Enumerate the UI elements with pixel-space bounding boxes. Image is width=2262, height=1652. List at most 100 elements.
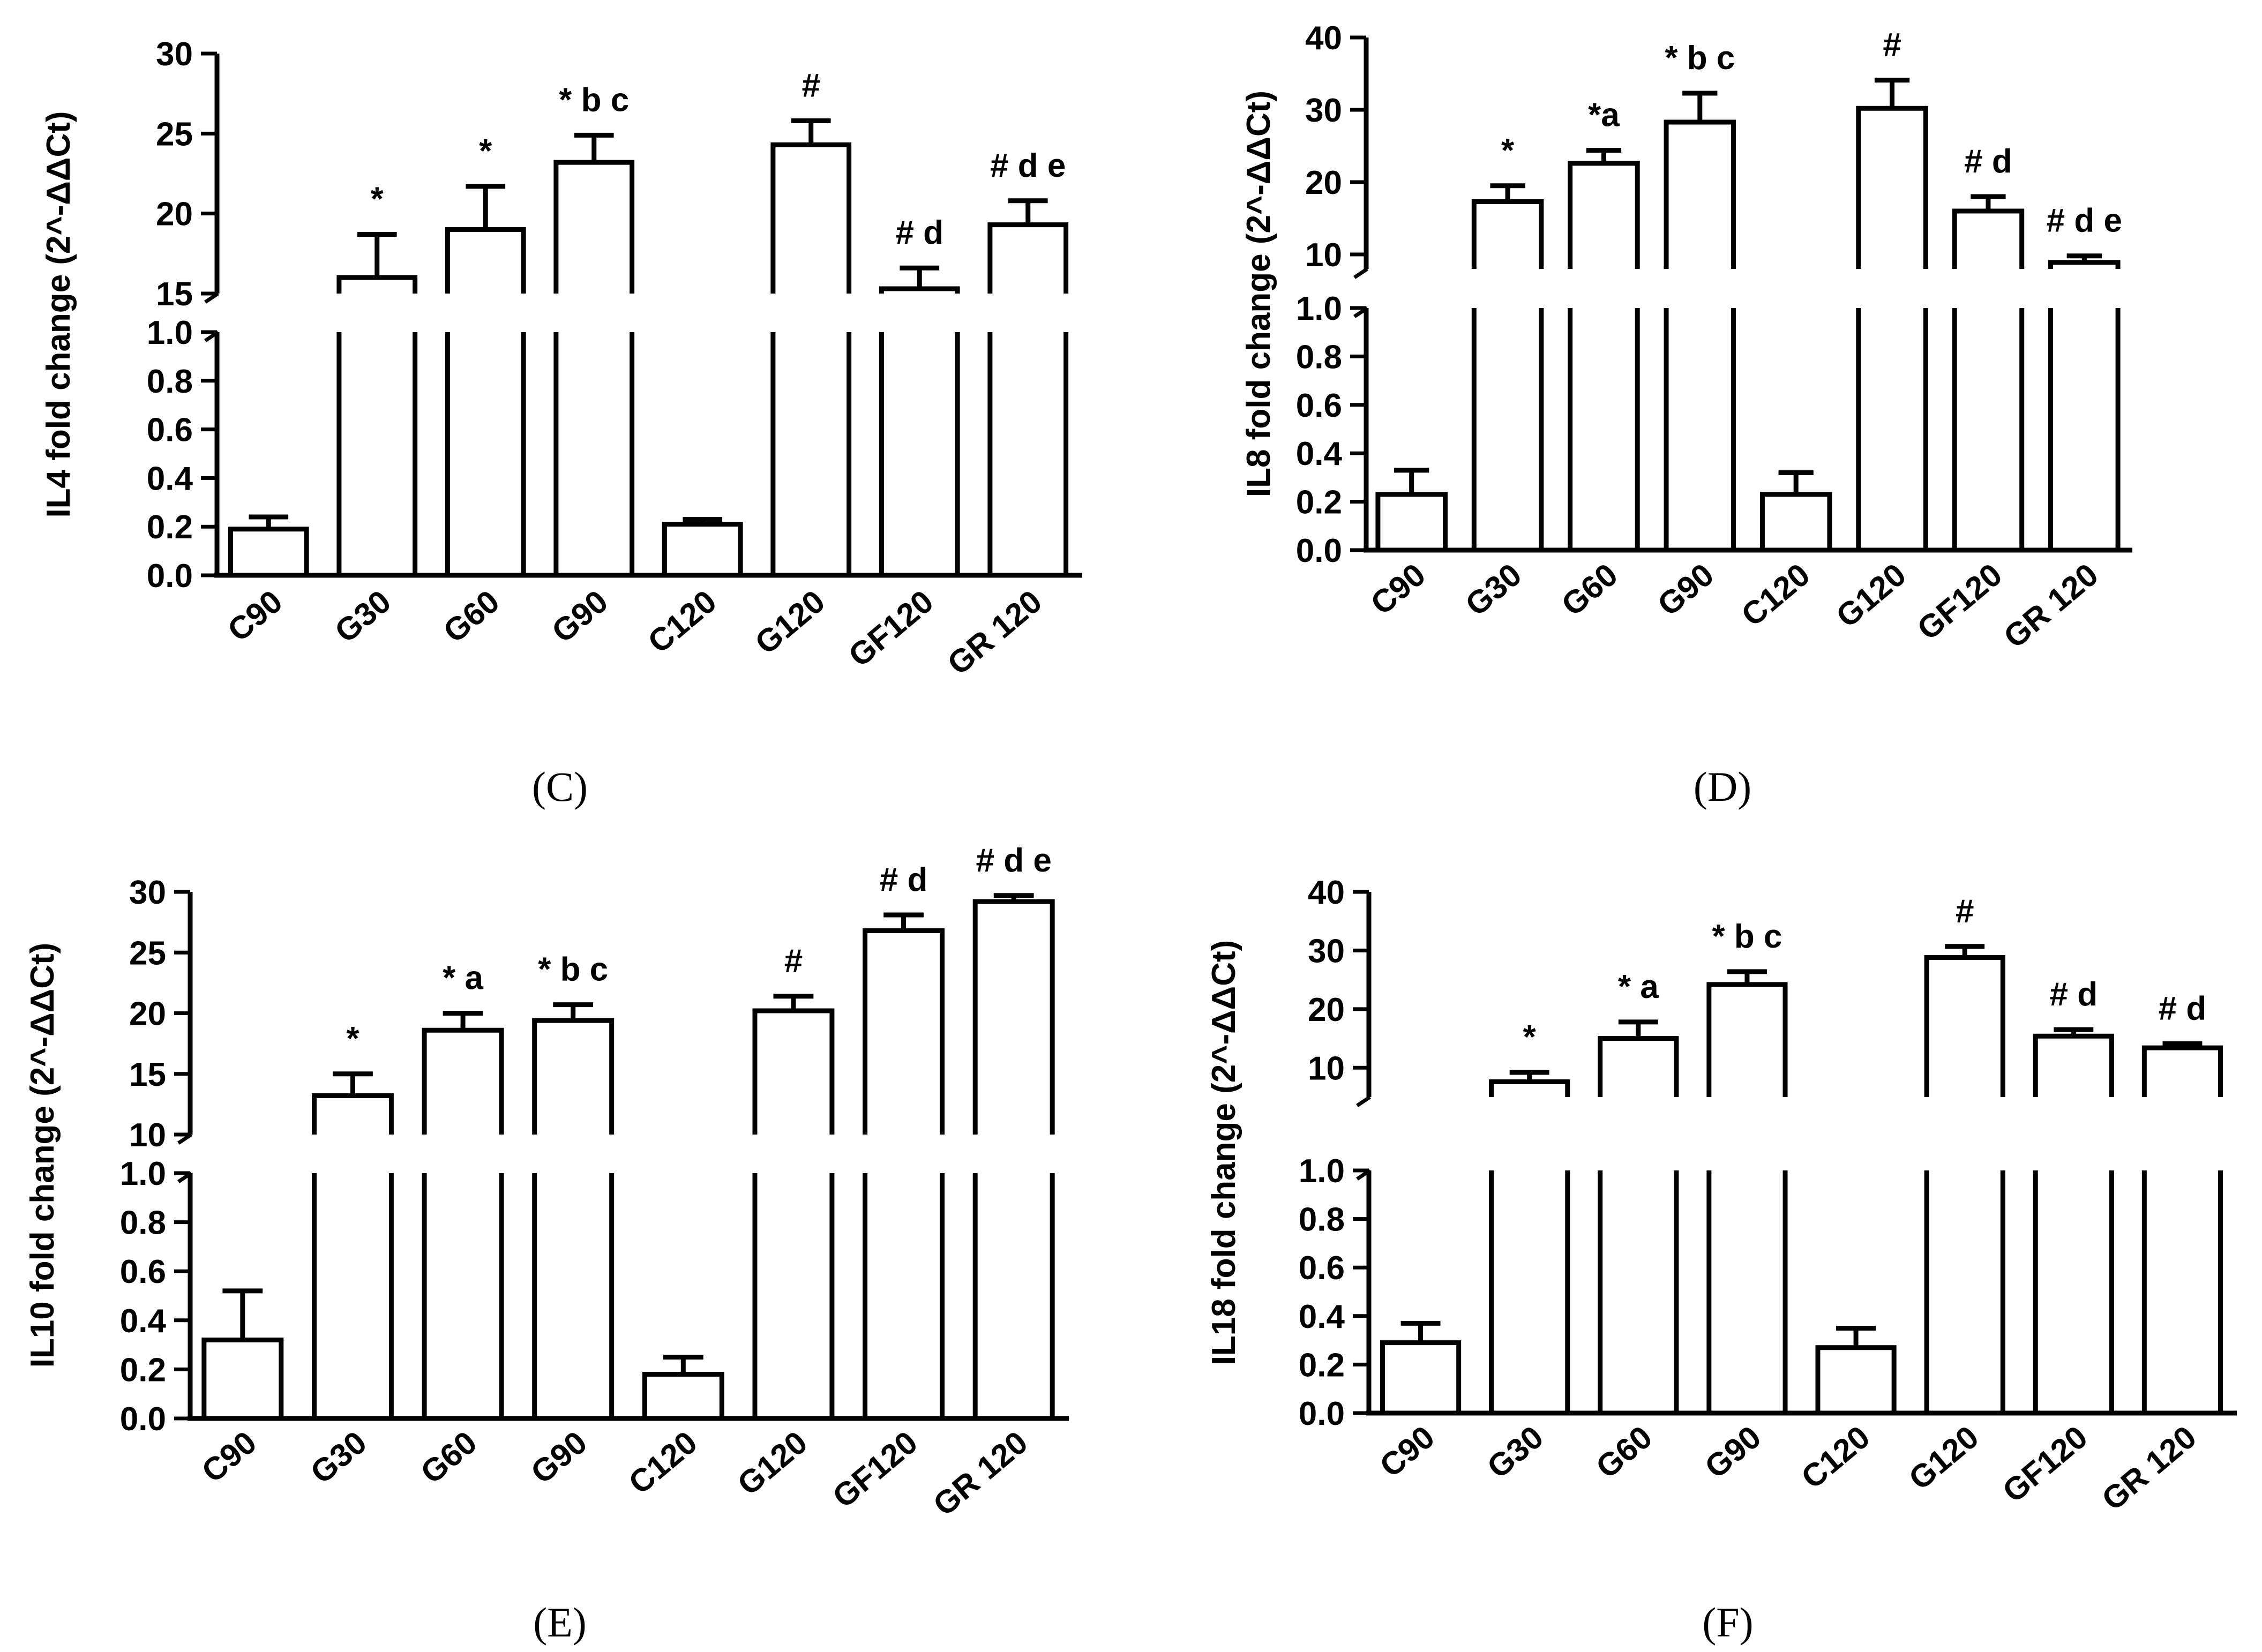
y-tick-label-lower: 0.0 bbox=[1296, 532, 1342, 569]
y-tick-label-upper: 15 bbox=[129, 1056, 166, 1093]
y-tick-label-upper: 40 bbox=[1308, 874, 1345, 911]
significance-label-G30: * bbox=[1501, 132, 1515, 169]
y-tick-label-lower: 0.6 bbox=[1299, 1250, 1345, 1287]
y-tick-label-lower: 0.0 bbox=[147, 558, 193, 595]
significance-label-G30: * bbox=[371, 181, 384, 217]
x-tick-label-G120: G120 bbox=[748, 583, 832, 662]
x-tick-label-G120: G120 bbox=[1829, 557, 1913, 635]
x-tick-label-G120: G120 bbox=[731, 1424, 814, 1503]
significance-label-G120: # bbox=[1883, 27, 1901, 64]
y-tick-label-lower: 1.0 bbox=[147, 314, 193, 351]
x-tick-label-G90: G90 bbox=[545, 583, 615, 650]
axis-break-mark bbox=[1356, 1095, 1371, 1107]
y-tick-label-upper: 20 bbox=[1308, 992, 1345, 1028]
panel-E: 10 15 20 25 30 0.0 0.2 0.4 0.6 0.8 1.0 IL10 fold ch… bbox=[24, 842, 1069, 1646]
bar-G120 bbox=[752, 1008, 835, 1135]
y-tick-label-upper: 10 bbox=[1305, 237, 1342, 274]
bar-GR 120 bbox=[2141, 1045, 2223, 1097]
x-tick-label-G30: G30 bbox=[328, 583, 398, 650]
x-tick-label-C90: C90 bbox=[1373, 1419, 1441, 1484]
x-tick-label-GF120: GF120 bbox=[1911, 557, 2009, 647]
bar-G90 bbox=[532, 1018, 615, 1135]
bar-G60 bbox=[1568, 161, 1640, 269]
y-tick-label-upper: 30 bbox=[1308, 933, 1345, 970]
x-tick-label-C120: C120 bbox=[1794, 1419, 1876, 1496]
x-tick-label-G60: G60 bbox=[1589, 1419, 1659, 1485]
significance-label-GF120: # d bbox=[895, 214, 943, 251]
bar-GR 120 bbox=[2048, 260, 2121, 269]
y-tick-label-upper: 40 bbox=[1305, 20, 1342, 57]
significance-label-G120: # bbox=[802, 67, 820, 104]
x-tick-label-C90: C90 bbox=[221, 583, 289, 649]
bar-G60 bbox=[445, 227, 526, 294]
significance-label-GR 120: # d bbox=[2159, 990, 2207, 1027]
bar-G90 bbox=[1664, 119, 1736, 269]
significance-label-GR 120: # d e bbox=[976, 842, 1052, 879]
bar-GF120 bbox=[1952, 208, 2025, 269]
x-tick-label-GR 120: GR 120 bbox=[941, 583, 1048, 682]
x-tick-label-C120: C120 bbox=[622, 1424, 704, 1501]
significance-label-G90: * b c bbox=[559, 81, 629, 118]
bar-C120 bbox=[642, 1372, 724, 1418]
x-tick-label-G90: G90 bbox=[1651, 557, 1720, 623]
panel-caption: (F) bbox=[1702, 1599, 1753, 1646]
y-axis-title: IL10 fold change (2^-ΔΔCt) bbox=[24, 943, 61, 1368]
bar-G30 bbox=[1489, 1079, 1570, 1097]
significance-label-G90: * b c bbox=[538, 951, 608, 988]
bar-C90 bbox=[1375, 492, 1448, 550]
y-tick-label-upper: 20 bbox=[1305, 164, 1342, 201]
y-tick-label-lower: 1.0 bbox=[1299, 1153, 1345, 1190]
y-tick-label-lower: 0.4 bbox=[147, 460, 193, 497]
significance-label-GF120: # d bbox=[2050, 976, 2098, 1013]
significance-label-GF120: # d bbox=[1964, 143, 2012, 180]
bar-C120 bbox=[662, 522, 743, 575]
panel-D: 10 20 30 40 0.0 0.2 0.4 0.6 0.8 1.0 IL8 fold chang… bbox=[1240, 20, 2132, 810]
bar-GR 120 bbox=[987, 222, 1069, 294]
significance-label-G90: * b c bbox=[1712, 918, 1782, 955]
x-tick-label-GR 120: GR 120 bbox=[2095, 1419, 2203, 1518]
x-tick-label-C90: C90 bbox=[195, 1424, 263, 1490]
x-tick-label-GF120: GF120 bbox=[1996, 1419, 2094, 1510]
x-tick-label-GF120: GF120 bbox=[842, 583, 940, 674]
y-tick-label-upper: 30 bbox=[1305, 92, 1342, 129]
bar-G90 bbox=[1706, 982, 1788, 1097]
y-tick-label-lower: 0.4 bbox=[1296, 435, 1343, 472]
bar-GF120 bbox=[2033, 1033, 2114, 1097]
y-tick-label-lower: 0.6 bbox=[147, 412, 193, 449]
y-tick-label-lower: 0.8 bbox=[1296, 339, 1342, 376]
y-tick-label-lower: 0.8 bbox=[1299, 1202, 1345, 1238]
y-tick-label-upper: 10 bbox=[129, 1117, 166, 1154]
y-tick-label-lower: 0.0 bbox=[120, 1401, 166, 1438]
y-tick-label-lower: 1.0 bbox=[120, 1155, 166, 1192]
y-tick-label-lower: 0.0 bbox=[1299, 1395, 1345, 1432]
bar-GF120 bbox=[879, 286, 960, 294]
y-tick-label-upper: 30 bbox=[129, 874, 166, 911]
significance-label-G30: * bbox=[346, 1020, 359, 1057]
bar-G30 bbox=[1471, 199, 1544, 269]
bar-G90 bbox=[553, 160, 635, 294]
y-tick-label-upper: 15 bbox=[156, 276, 193, 313]
y-tick-label-lower: 0.8 bbox=[147, 363, 193, 400]
y-axis-title: IL8 fold change (2^-ΔΔCt) bbox=[1240, 91, 1277, 497]
panel-C: 15 20 25 30 0.0 0.2 0.4 0.6 0.8 1.0 IL4 fold chang… bbox=[40, 36, 1082, 810]
x-tick-label-G30: G30 bbox=[1458, 557, 1528, 623]
y-tick-label-lower: 0.2 bbox=[1299, 1347, 1345, 1384]
axis-break-mark bbox=[1353, 267, 1368, 279]
significance-label-G60: * bbox=[479, 133, 492, 170]
y-tick-label-upper: 30 bbox=[156, 36, 193, 73]
y-tick-label-upper: 10 bbox=[1308, 1050, 1345, 1087]
bar-G30 bbox=[311, 1093, 394, 1135]
x-tick-label-G30: G30 bbox=[1480, 1419, 1550, 1485]
y-tick-label-lower: 0.6 bbox=[1296, 387, 1342, 424]
x-tick-label-G120: G120 bbox=[1902, 1419, 1986, 1497]
panel-F: 10 20 30 40 0.0 0.2 0.4 0.6 0.8 1.0 IL18 fold chan… bbox=[1205, 874, 2237, 1646]
significance-label-GR 120: # d e bbox=[990, 147, 1066, 184]
bar-GF120 bbox=[863, 928, 945, 1135]
significance-label-G30: * bbox=[1523, 1019, 1537, 1056]
x-tick-label-GR 120: GR 120 bbox=[926, 1424, 1034, 1523]
x-tick-label-G90: G90 bbox=[1698, 1419, 1767, 1485]
x-tick-label-G60: G60 bbox=[1555, 557, 1624, 623]
x-tick-label-GF120: GF120 bbox=[826, 1424, 924, 1515]
y-tick-label-upper: 25 bbox=[129, 935, 166, 972]
